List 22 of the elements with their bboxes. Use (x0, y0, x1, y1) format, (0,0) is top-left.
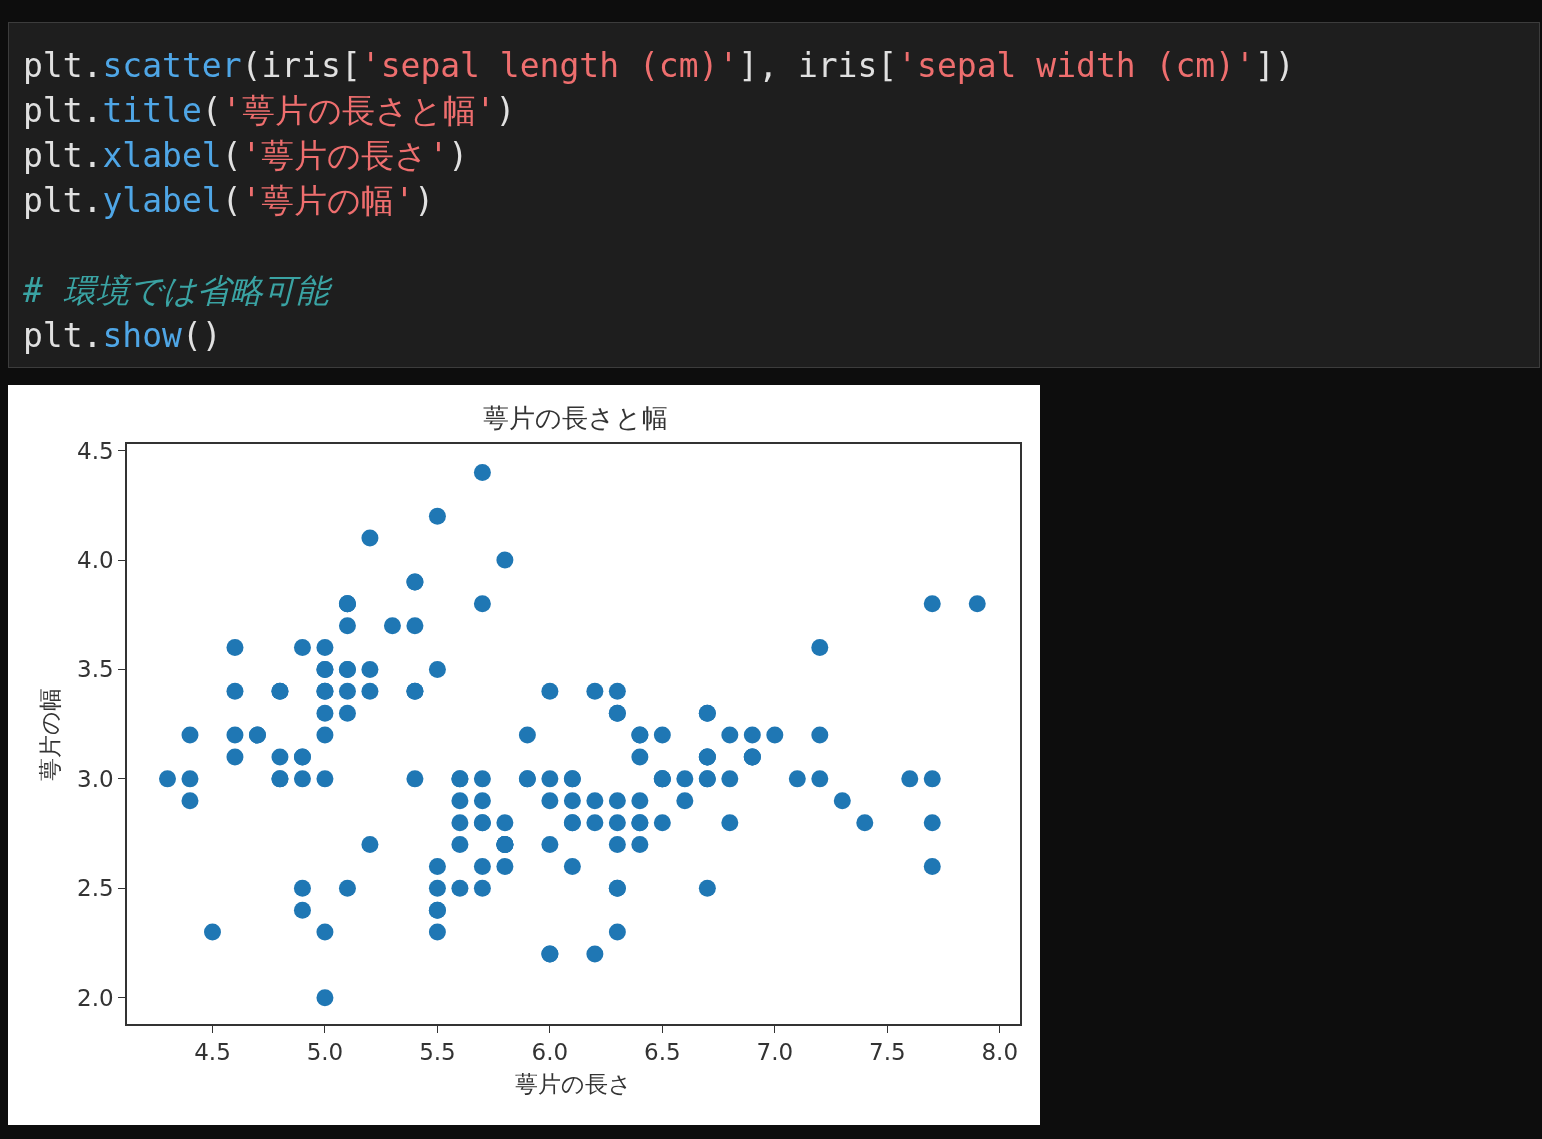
text: plt.title('萼片の長さと幅') (23, 90, 517, 132)
y-tick-label: 2.0 (77, 984, 114, 1011)
y-tick-label: 2.5 (77, 875, 114, 902)
text: plt.show() (23, 315, 223, 357)
x-tick-label: 8.0 (981, 1039, 1019, 1066)
y-axis-title: 萼片の幅 (37, 687, 64, 781)
x-tick-label: 4.5 (194, 1039, 231, 1066)
text: plt.ylabel('萼片の幅') (23, 180, 436, 222)
x-tick-label: 5.0 (306, 1039, 344, 1066)
text: plt.scatter(iris['sepal length (cm)'], iris['sepal width (cm)']) (23, 45, 1296, 87)
text: plt.xlabel('萼片の長さ') (23, 135, 470, 177)
x-tick-label: 6.5 (644, 1039, 681, 1066)
x-axis-title: 萼片の長さ (515, 1071, 632, 1098)
y-tick-label: 4.0 (77, 547, 114, 574)
x-tick-label: 6.0 (531, 1039, 569, 1066)
y-tick-label: 4.5 (77, 437, 114, 464)
y-tick-label: 3.5 (77, 656, 114, 683)
x-tick-label: 5.5 (419, 1039, 456, 1066)
x-tick-label: 7.5 (869, 1039, 906, 1066)
y-tick-label: 3.0 (77, 765, 114, 792)
chart-title: 萼片の長さと幅 (483, 403, 669, 434)
x-tick-label: 7.0 (756, 1039, 794, 1066)
